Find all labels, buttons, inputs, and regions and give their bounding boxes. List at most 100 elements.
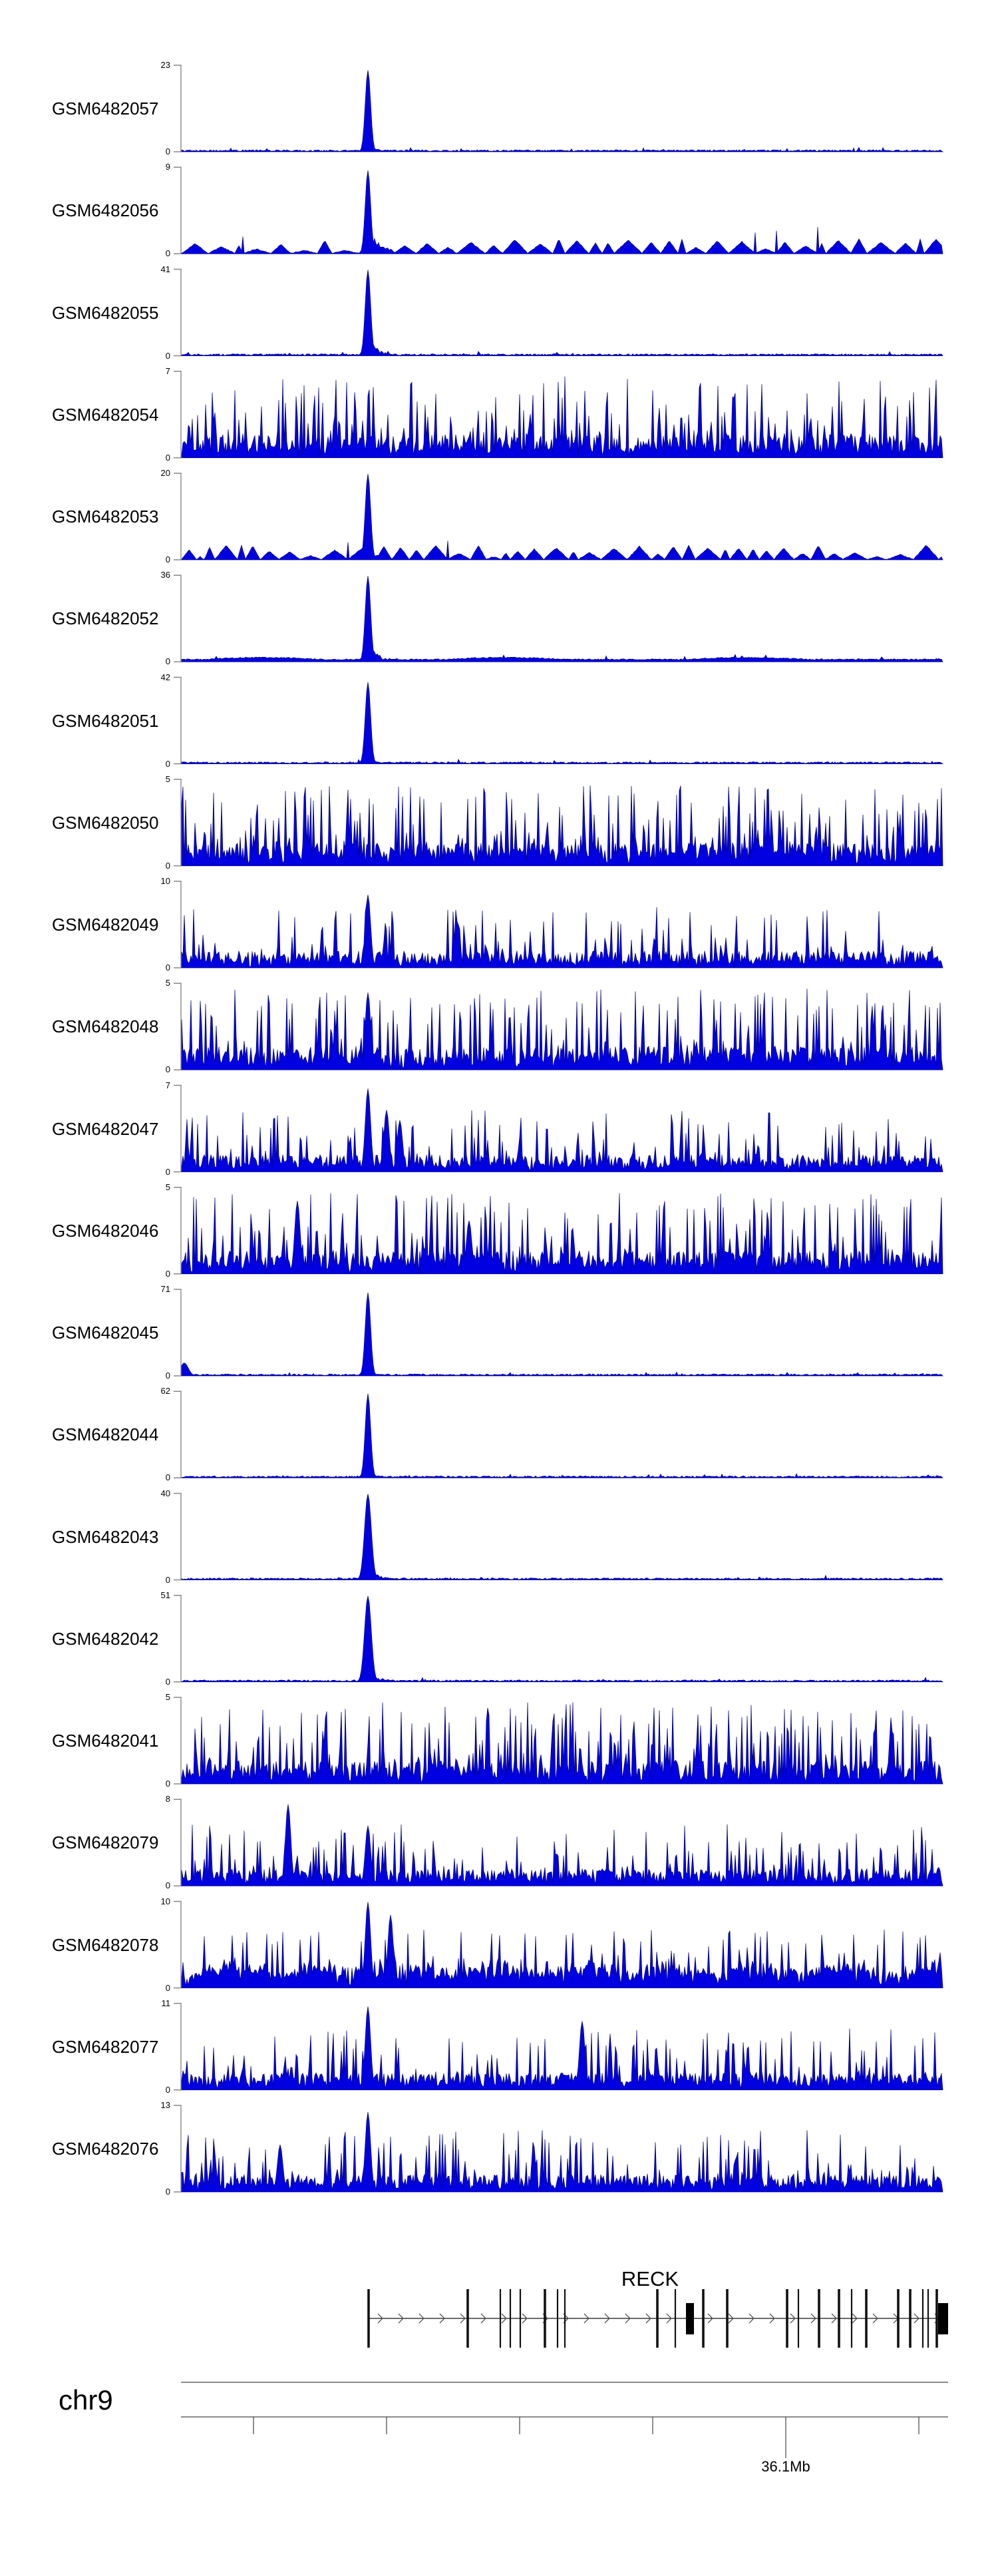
- track-label: GSM6482042: [52, 1628, 159, 1649]
- signal-area: [181, 1292, 943, 1377]
- track-label: GSM6482076: [52, 2139, 159, 2159]
- y-axis-zero-label: 0: [165, 554, 170, 564]
- y-axis-bracket: [174, 2003, 182, 2091]
- exon-tick: [499, 2289, 502, 2348]
- y-axis-max-label: 41: [160, 264, 170, 274]
- exon-tick: [509, 2289, 512, 2348]
- track-label: GSM6482056: [52, 200, 159, 221]
- signal-area: [181, 1902, 943, 1988]
- y-axis-bracket: [174, 1492, 182, 1581]
- y-axis-max-label: 5: [165, 1181, 170, 1192]
- track-label: GSM6482046: [52, 1220, 159, 1241]
- strand-arrow-icon: [748, 2313, 754, 2324]
- y-axis-bracket: [174, 676, 182, 765]
- y-axis-max-label: 51: [160, 1590, 170, 1600]
- track-label: GSM6482057: [52, 99, 159, 118]
- track-label: GSM6482078: [52, 1934, 159, 1955]
- y-axis-bracket: [174, 574, 182, 662]
- signal-area: [181, 270, 943, 356]
- signal-area: [181, 1596, 944, 1683]
- exon-tick: [544, 2289, 546, 2348]
- track-label: GSM6482048: [52, 1016, 159, 1037]
- y-axis-zero-label: 0: [165, 1880, 170, 1891]
- exon-tick: [818, 2289, 820, 2348]
- y-axis-zero-label: 0: [165, 2187, 170, 2197]
- y-axis-bracket: [174, 1900, 182, 1989]
- y-axis-bracket: [174, 1187, 182, 1275]
- signal-area: [181, 1494, 943, 1580]
- y-axis-bracket: [174, 1697, 182, 1785]
- signal-area: [181, 1804, 943, 1886]
- y-axis-zero-label: 0: [165, 1779, 170, 1789]
- track-label: GSM6482049: [52, 915, 159, 935]
- exon-tick: [726, 2289, 729, 2348]
- y-axis-zero-label: 0: [165, 1268, 170, 1279]
- strand-arrow-icon: [418, 2313, 424, 2324]
- y-axis-zero-label: 0: [165, 2084, 170, 2095]
- y-axis-zero-label: 0: [165, 860, 170, 871]
- scale-tick-label: 36.1Mb: [761, 2458, 810, 2475]
- y-axis-max-label: 71: [160, 1284, 170, 1294]
- exon-tick: [564, 2289, 566, 2348]
- track-label: GSM6482077: [52, 2036, 159, 2057]
- exon-tick: [702, 2289, 705, 2348]
- track-label: GSM6482044: [52, 1424, 159, 1445]
- cds-exon-box: [686, 2303, 694, 2334]
- strand-arrow-icon: [790, 2313, 796, 2324]
- y-axis-zero-label: 0: [165, 1166, 170, 1177]
- chromosome-label: chr9: [59, 2384, 113, 2416]
- y-axis-bracket: [174, 982, 182, 1070]
- y-axis-zero-label: 0: [165, 248, 170, 259]
- y-axis-zero-label: 0: [165, 963, 170, 972]
- y-axis-max-label: 5: [165, 978, 170, 988]
- y-axis-bracket: [174, 268, 182, 357]
- exon-tick: [850, 2289, 853, 2348]
- signal-area: [181, 1702, 943, 1785]
- exon-tick: [466, 2289, 469, 2348]
- y-axis-max-label: 7: [165, 365, 170, 376]
- y-axis-bracket: [174, 473, 182, 560]
- track-label: GSM6482052: [52, 608, 159, 629]
- strand-arrow-icon: [666, 2313, 672, 2324]
- y-axis-bracket: [174, 1595, 182, 1683]
- signal-area: [181, 170, 943, 254]
- strand-arrow-icon: [439, 2313, 445, 2324]
- y-axis-max-label: 8: [165, 1794, 170, 1805]
- y-axis-max-label: 42: [160, 672, 170, 682]
- y-axis-bracket: [174, 1289, 182, 1377]
- strand-arrow-icon: [831, 2313, 837, 2324]
- y-axis-max-label: 10: [160, 876, 170, 886]
- y-axis-max-label: 11: [161, 1998, 171, 2008]
- y-axis-max-label: 7: [165, 1080, 170, 1090]
- y-axis-max-label: 20: [160, 468, 170, 478]
- exon-tick: [786, 2289, 788, 2348]
- exon-tick: [921, 2289, 924, 2348]
- strand-arrow-icon: [728, 2313, 734, 2324]
- track-label: GSM6482043: [52, 1526, 159, 1547]
- strand-arrow-icon: [480, 2313, 486, 2324]
- strand-arrow-icon: [769, 2313, 775, 2324]
- exon-tick: [897, 2289, 900, 2348]
- signal-area: [181, 2111, 943, 2193]
- y-axis-bracket: [174, 65, 182, 152]
- strand-arrow-icon: [645, 2313, 651, 2324]
- y-axis-zero-label: 0: [165, 1574, 170, 1585]
- y-axis-max-label: 23: [160, 60, 170, 70]
- signal-area: [181, 376, 943, 459]
- track-label: GSM6482045: [52, 1323, 159, 1343]
- y-axis-zero-label: 0: [165, 1982, 170, 1993]
- y-axis-zero-label: 0: [165, 1064, 170, 1075]
- signal-area: [181, 2006, 943, 2091]
- cds-exon-box: [938, 2303, 948, 2334]
- y-axis-zero-label: 0: [165, 452, 170, 463]
- track-label: GSM6482053: [52, 507, 159, 527]
- strand-arrow-icon: [625, 2313, 631, 2324]
- strand-arrow-icon: [810, 2313, 816, 2324]
- exon-tick: [927, 2289, 929, 2348]
- signal-area: [181, 473, 943, 560]
- y-axis-bracket: [174, 2105, 182, 2193]
- y-axis-bracket: [174, 1391, 182, 1478]
- signal-area: [181, 895, 943, 968]
- strand-arrow-icon: [460, 2313, 466, 2324]
